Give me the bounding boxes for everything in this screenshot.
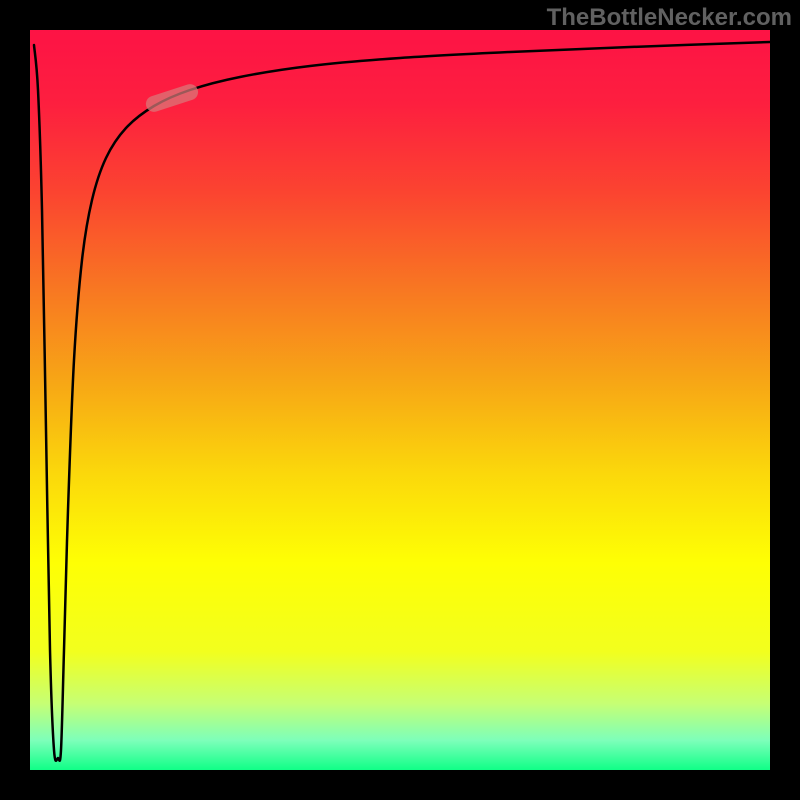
watermark-text: TheBottleNecker.com xyxy=(547,4,792,32)
bottleneck-curve xyxy=(34,42,770,761)
curve-layer xyxy=(30,30,770,770)
chart-frame: TheBottleNecker.com xyxy=(0,0,800,800)
plot-area xyxy=(30,30,770,770)
